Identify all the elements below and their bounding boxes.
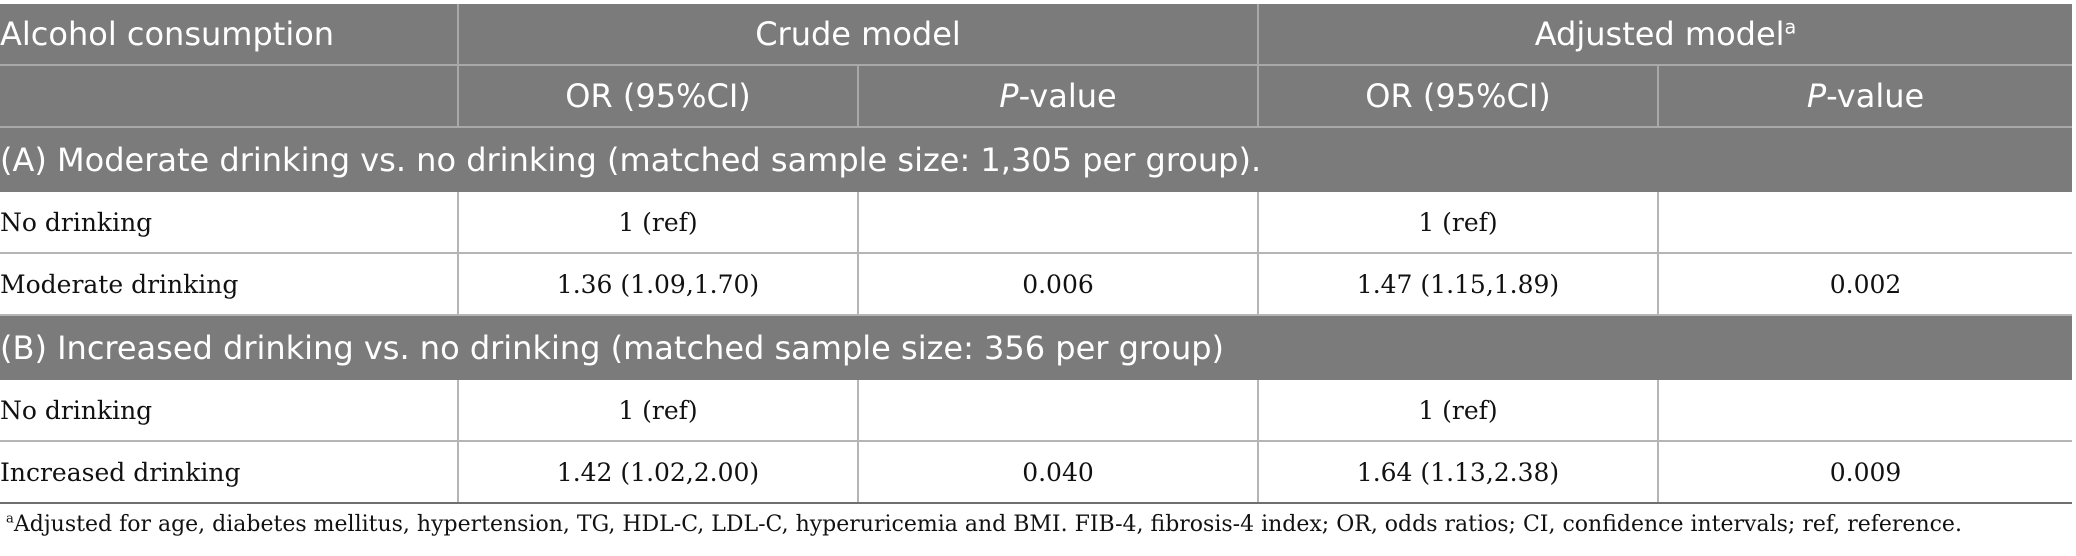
- header-row-2: OR (95%CI) P-value OR (95%CI) P-value: [0, 65, 2073, 128]
- section-b-title: (B) Increased drinking vs. no drinking (…: [0, 315, 2073, 380]
- results-table: Alcohol consumption Crude model Adjusted…: [0, 4, 2073, 504]
- adjusted-p-value: [1658, 380, 2073, 442]
- crude-or-value: 1.42 (1.02,2.00): [458, 441, 859, 504]
- row-label: No drinking: [0, 192, 459, 254]
- adjusted-or-value: 1.47 (1.15,1.89): [1258, 253, 1659, 316]
- header-row-1: Alcohol consumption Crude model Adjusted…: [0, 4, 2073, 66]
- table-row: Increased drinking 1.42 (1.02,2.00) 0.04…: [0, 441, 2073, 504]
- header-alcohol-consumption: Alcohol consumption: [0, 4, 459, 66]
- row-label: No drinking: [0, 380, 459, 442]
- crude-or-value: 1 (ref): [458, 380, 859, 442]
- crude-p-value: 0.006: [858, 253, 1259, 316]
- table-row: Moderate drinking 1.36 (1.09,1.70) 0.006…: [0, 253, 2073, 316]
- crude-or-value: 1 (ref): [458, 192, 859, 254]
- adjusted-or-value: 1 (ref): [1258, 380, 1659, 442]
- crude-or-value: 1.36 (1.09,1.70): [458, 253, 859, 316]
- header-adjusted-or: OR (95%CI): [1258, 65, 1659, 128]
- section-a-title: (A) Moderate drinking vs. no drinking (m…: [0, 127, 2073, 192]
- crude-p-value: 0.040: [858, 441, 1259, 504]
- header-adjusted-model-marker: a: [1784, 15, 1797, 39]
- section-b-row: (B) Increased drinking vs. no drinking (…: [0, 315, 2073, 380]
- header-crude-p-suffix: -value: [1018, 77, 1117, 115]
- header-adjusted-p-letter: P: [1806, 77, 1827, 115]
- row-label: Moderate drinking: [0, 253, 459, 316]
- header-crude-or: OR (95%CI): [458, 65, 859, 128]
- crude-p-value: [858, 192, 1259, 254]
- table-row: No drinking 1 (ref) 1 (ref): [0, 192, 2073, 254]
- header-blank-cell: [0, 65, 459, 128]
- header-adjusted-model: Adjusted modela: [1258, 4, 2073, 66]
- header-adjusted-p-suffix: -value: [1826, 77, 1925, 115]
- adjusted-or-value: 1.64 (1.13,2.38): [1258, 441, 1659, 504]
- section-a-row: (A) Moderate drinking vs. no drinking (m…: [0, 127, 2073, 192]
- header-adjusted-model-label: Adjusted model: [1534, 15, 1785, 53]
- crude-p-value: [858, 380, 1259, 442]
- adjusted-p-value: 0.002: [1658, 253, 2073, 316]
- header-adjusted-p: P-value: [1658, 65, 2073, 128]
- adjusted-p-value: 0.009: [1658, 441, 2073, 504]
- adjusted-p-value: [1658, 192, 2073, 254]
- footnote-text: Adjusted for age, diabetes mellitus, hyp…: [13, 512, 1962, 537]
- header-crude-model: Crude model: [458, 4, 1259, 66]
- footnote-marker: a: [6, 511, 14, 527]
- table-row: No drinking 1 (ref) 1 (ref): [0, 380, 2073, 442]
- adjusted-or-value: 1 (ref): [1258, 192, 1659, 254]
- header-crude-p-letter: P: [999, 77, 1019, 115]
- row-label: Increased drinking: [0, 441, 459, 504]
- table-footnote: aAdjusted for age, diabetes mellitus, hy…: [6, 512, 1962, 537]
- header-crude-p: P-value: [858, 65, 1259, 128]
